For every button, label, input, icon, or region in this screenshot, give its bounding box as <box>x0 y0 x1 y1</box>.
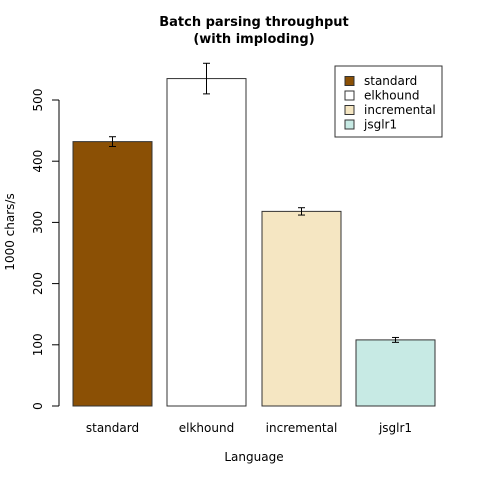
legend-swatch <box>344 90 355 101</box>
bars <box>72 78 436 407</box>
y-tick-label: 200 <box>31 272 45 295</box>
bar-elkhound <box>166 78 247 407</box>
legend-label: standard <box>364 74 417 88</box>
x-tick-label: elkhound <box>179 421 234 435</box>
x-axis-label: Language <box>224 450 283 464</box>
error-bar-jsglr1 <box>392 336 399 343</box>
error-bars <box>109 62 399 343</box>
legend-swatch <box>344 119 355 130</box>
legend-label: elkhound <box>364 89 419 103</box>
bar-incremental <box>261 210 342 407</box>
y-tick-label: 400 <box>31 150 45 173</box>
y-axis-label: 1000 chars/s <box>3 193 17 270</box>
x-tick-label: jsglr1 <box>378 421 412 435</box>
error-bar-standard <box>109 136 116 148</box>
chart-title-line-1: Batch parsing throughput <box>159 15 349 30</box>
y-tick-label: 100 <box>31 333 45 356</box>
legend-item-elkhound: elkhound <box>344 89 419 103</box>
legend-item-incremental: incremental <box>344 103 436 117</box>
chart-title-line-2: (with imploding) <box>193 32 314 47</box>
legend-item-standard: standard <box>344 74 417 88</box>
x-tick-label: incremental <box>266 421 338 435</box>
y-axis: 0 100 200 300 400 500 <box>31 89 60 410</box>
legend-swatch <box>344 76 355 86</box>
legend-label: incremental <box>364 103 436 117</box>
error-bar-incremental <box>298 207 305 216</box>
category-labels: standard elkhound incremental jsglr1 <box>86 421 412 435</box>
legend-item-jsglr1: jsglr1 <box>344 118 397 132</box>
bar-jsglr1 <box>355 339 436 407</box>
y-tick-label: 0 <box>31 402 45 410</box>
legend-swatch <box>344 105 355 115</box>
y-tick-label: 300 <box>31 211 45 234</box>
x-tick-label: standard <box>86 421 139 435</box>
y-tick-label: 500 <box>31 89 45 112</box>
bar-standard <box>72 141 153 407</box>
legend-label: jsglr1 <box>363 118 397 132</box>
error-bar-elkhound <box>203 62 210 95</box>
